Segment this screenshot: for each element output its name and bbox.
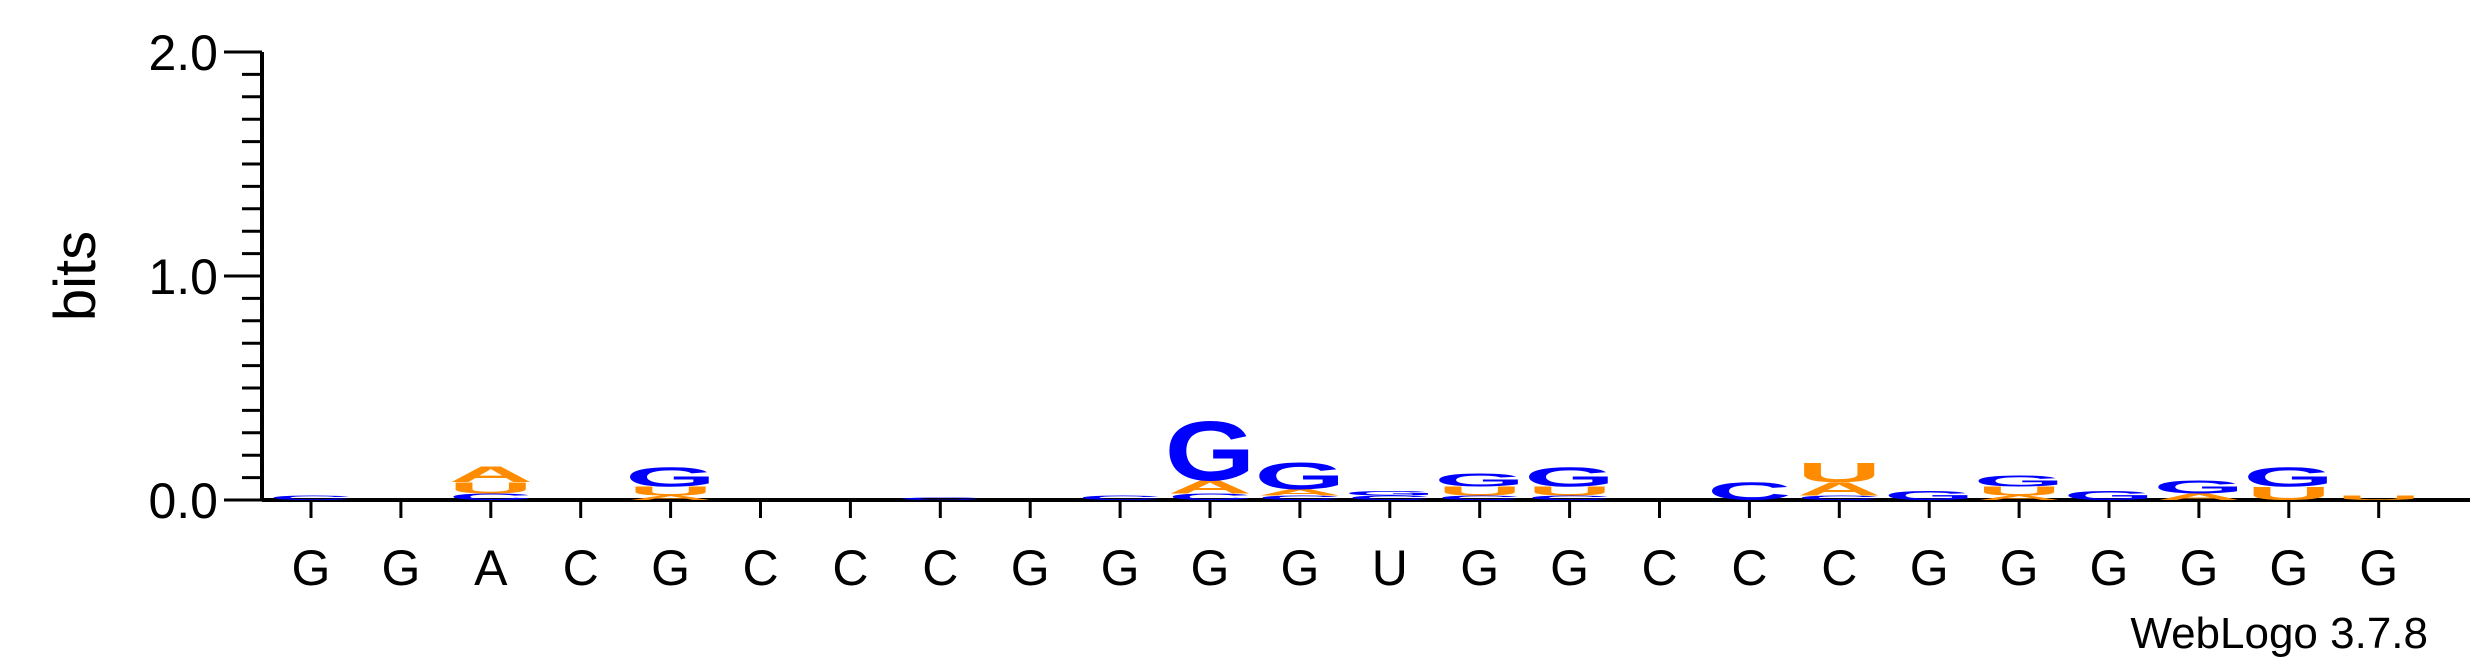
- logo-glyph-C: C: [1527, 494, 1611, 501]
- logo-glyph-C: C: [1168, 491, 1252, 502]
- position-label: C: [1641, 540, 1677, 596]
- logo-glyph-G: G: [2243, 461, 2334, 493]
- y-tick-label: 2.0: [148, 25, 218, 81]
- logo-glyph-G: G: [1255, 455, 1346, 497]
- logo-glyph-U: U: [1977, 484, 2061, 498]
- position-label: C: [1731, 540, 1767, 596]
- position-label: G: [651, 540, 690, 596]
- position-label: C: [742, 540, 778, 596]
- position-label: G: [1910, 540, 1949, 596]
- position-label: G: [1191, 540, 1230, 596]
- logo-glyph-G: G: [1344, 490, 1435, 497]
- y-tick-label: 0.0: [148, 473, 218, 529]
- position-label: G: [381, 540, 420, 596]
- position-label: G: [2090, 540, 2129, 596]
- logo-glyph-C: C: [1797, 494, 1881, 501]
- y-tick-label: 1.0: [148, 249, 218, 305]
- logo-glyph-U: U: [2337, 494, 2421, 501]
- logo-glyph-A: A: [2157, 491, 2241, 502]
- position-label: C: [832, 540, 868, 596]
- logo-glyph-G: G: [1884, 489, 1975, 503]
- logo-glyph-U: U: [1438, 484, 1522, 498]
- position-label: G: [2359, 540, 2398, 596]
- logo-glyph-A: A: [1168, 476, 1252, 497]
- logo-glyph-A: A: [1977, 494, 2061, 501]
- logo-glyph-U: U: [2247, 483, 2331, 504]
- position-label: G: [1101, 540, 1140, 596]
- logo-glyph-C: C: [1258, 494, 1342, 501]
- logo-glyph-G: G: [2064, 489, 2155, 503]
- position-label: C: [922, 540, 958, 596]
- logo-glyph-U: U: [1527, 484, 1611, 498]
- logo-glyph-U: U: [628, 484, 712, 498]
- logo-glyph-G: G: [1165, 404, 1256, 499]
- logo-glyph-G: G: [625, 461, 716, 493]
- logo-glyph-G: G: [1524, 461, 1615, 493]
- position-label: G: [1011, 540, 1050, 596]
- logo-glyph-C: C: [1078, 494, 1162, 501]
- y-axis-label: bits: [43, 231, 108, 321]
- position-label: C: [563, 540, 599, 596]
- logo-glyph-A: A: [449, 462, 533, 487]
- logo-glyph-C: C: [269, 494, 353, 501]
- logo-glyph-C: C: [1438, 494, 1522, 501]
- weblogo-credit: WebLogo 3.7.8: [2130, 609, 2428, 658]
- logo-glyph-G: G: [1434, 469, 1525, 490]
- logo-glyph-U: U: [1797, 457, 1881, 489]
- logo-glyph-C: C: [1348, 494, 1432, 501]
- position-label: C: [1821, 540, 1857, 596]
- position-label: G: [292, 540, 331, 596]
- logo-glyph-G: G: [1974, 472, 2065, 489]
- logo-glyph-C: C: [898, 497, 982, 500]
- logo-glyph-A: A: [1797, 478, 1881, 499]
- logo-glyph-C: C: [449, 491, 533, 502]
- position-label: G: [2000, 540, 2039, 596]
- position-label: A: [474, 540, 508, 596]
- logo-glyph-U: U: [449, 479, 533, 496]
- position-label: G: [1280, 540, 1319, 596]
- logo-glyph-A: A: [1258, 487, 1342, 498]
- position-label: G: [2269, 540, 2308, 596]
- position-label: G: [1550, 540, 1589, 596]
- position-label: G: [2179, 540, 2218, 596]
- logo-glyph-A: A: [628, 494, 712, 501]
- position-label: G: [1460, 540, 1499, 596]
- logo-glyph-G: G: [2154, 476, 2245, 497]
- y-ticks: 0.0 1.0 2.0: [148, 25, 262, 529]
- position-label: U: [1372, 540, 1408, 596]
